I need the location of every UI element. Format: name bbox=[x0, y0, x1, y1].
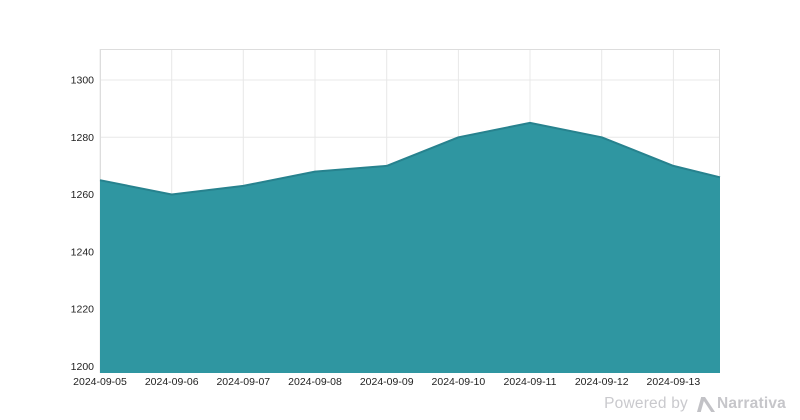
narrativa-logo-icon bbox=[696, 396, 715, 412]
y-tick-label: 1200 bbox=[71, 361, 95, 373]
y-tick-label: 1280 bbox=[71, 132, 95, 144]
x-tick-label: 2024-09-11 bbox=[504, 376, 557, 388]
brand-label: Narrativa bbox=[716, 395, 786, 412]
y-tick-label: 1260 bbox=[71, 189, 95, 201]
footer-watermark: Powered by Narrativa bbox=[604, 395, 786, 413]
x-tick-label: 2024-09-10 bbox=[432, 376, 486, 388]
x-tick-label: 2024-09-13 bbox=[647, 376, 701, 388]
y-tick-label: 1220 bbox=[71, 304, 95, 316]
x-tick-label: 2024-09-07 bbox=[216, 376, 270, 388]
x-tick-label: 2024-09-06 bbox=[145, 376, 199, 388]
x-tick-label: 2024-09-08 bbox=[288, 376, 342, 388]
area-series-line bbox=[99, 121, 721, 196]
y-tick-label: 1240 bbox=[71, 246, 95, 258]
area-series-fill bbox=[100, 122, 720, 374]
y-tick-label: 1300 bbox=[71, 75, 95, 87]
powered-by-label: Powered by bbox=[604, 395, 688, 412]
x-tick-label: 2024-09-12 bbox=[575, 376, 629, 388]
x-tick-label: 2024-09-09 bbox=[360, 376, 414, 388]
x-tick-label: 2024-09-05 bbox=[73, 376, 127, 388]
